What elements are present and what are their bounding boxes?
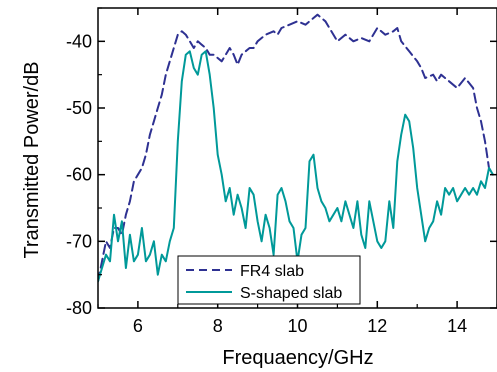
y-tick-label: -50 — [66, 98, 92, 118]
y-tick-label: -70 — [66, 231, 92, 251]
y-tick-label: -60 — [66, 165, 92, 185]
x-tick-label: 10 — [287, 316, 307, 336]
series-layer — [98, 13, 494, 283]
legend-label-fr4: FR4 slab — [240, 263, 304, 280]
x-axis-title: Frequaency/GHz — [222, 347, 373, 369]
series-line-0 — [98, 13, 494, 283]
x-tick-label: 12 — [367, 316, 387, 336]
axes-layer: 6 8 10 12 14 -80 -70 -60 -50 -40 — [66, 7, 497, 336]
legend-box — [177, 255, 361, 305]
x-tick-label: 6 — [133, 316, 143, 336]
x-tick-label: 8 — [213, 316, 223, 336]
x-tick-label: 14 — [447, 316, 467, 336]
series-line-1 — [98, 50, 494, 283]
legend-label-s-shaped: S-shaped slab — [240, 285, 342, 302]
legend: FR4 slab S-shaped slab — [177, 255, 361, 305]
y-tick-label: -40 — [66, 31, 92, 51]
y-axis-title: Transmitted Power/dB — [21, 61, 43, 258]
y-tick-label: -80 — [66, 298, 92, 318]
